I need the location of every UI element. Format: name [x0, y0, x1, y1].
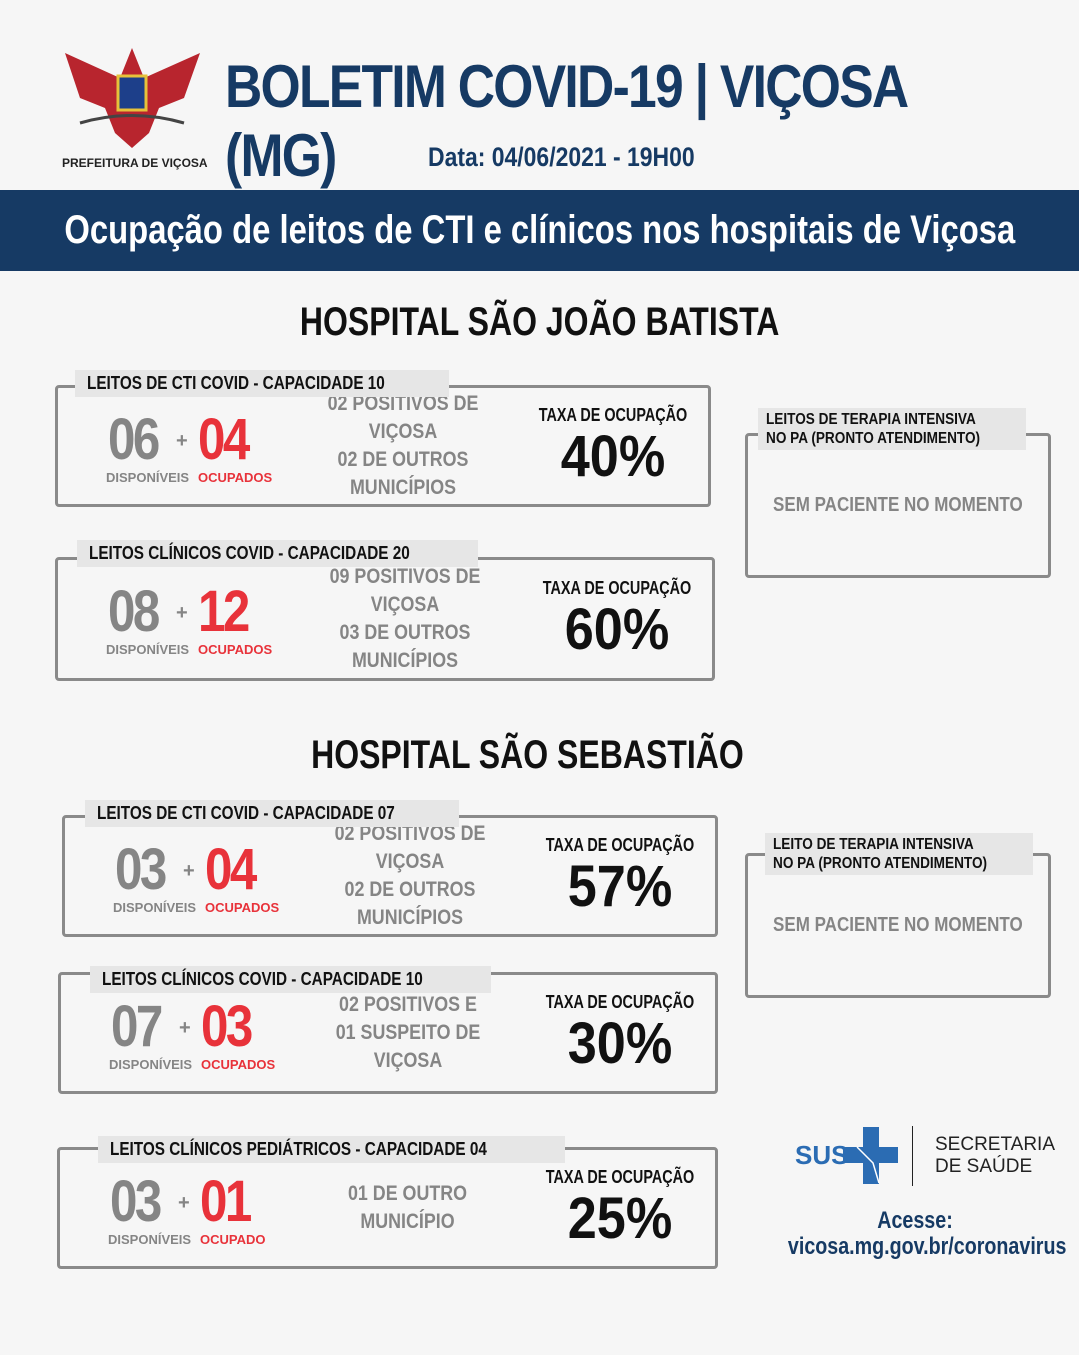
- patient-origin: 01 DE OUTRO MUNICÍPIO: [347, 1182, 468, 1233]
- banner: Ocupação de leitos de CTI e clínicos nos…: [0, 190, 1079, 271]
- icu-pa-title: LEITO DE TERAPIA INTENSIVA NO PA (PRONTO …: [765, 833, 1033, 875]
- available-count: 07: [111, 994, 163, 1059]
- card-title: LEITOS CLÍNICOS COVID - CAPACIDADE 10: [90, 966, 492, 993]
- bed-card: 08 + 12 DISPONÍVEIS OCUPADOS 09 POSITIVO…: [55, 557, 715, 681]
- available-count: 06: [108, 407, 160, 472]
- rate-label: TAXA DE OCUPAÇÃO: [545, 1166, 695, 1187]
- patient-origin: 02 POSITIVOS E 01 SUSPEITO DE VIÇOSA: [335, 993, 481, 1072]
- occupied-count: 12: [198, 579, 250, 644]
- occupied-count: 04: [205, 837, 257, 902]
- icu-pa-box: SEM PACIENTE NO MOMENTO: [745, 433, 1051, 578]
- rate-label: TAXA DE OCUPAÇÃO: [545, 834, 695, 855]
- available-label: DISPONÍVEIS: [106, 470, 190, 485]
- occupancy-rate: 30%: [567, 1010, 673, 1076]
- patient-origin: 02 POSITIVOS DE VIÇOSA 02 DE OUTROS MUNIC…: [334, 822, 486, 929]
- page-title: BOLETIM COVID-19 | VIÇOSA (MG): [225, 53, 907, 189]
- card-title: LEITOS DE CTI COVID - CAPACIDADE 10: [75, 370, 450, 397]
- available-count: 08: [108, 579, 160, 644]
- secretaria-text: SECRETARIA DE SAÚDE: [935, 1134, 1056, 1177]
- icu-pa-box: SEM PACIENTE NO MOMENTO: [745, 853, 1051, 998]
- occupancy-rate: 40%: [560, 423, 666, 489]
- banner-text: Ocupação de leitos de CTI e clínicos nos…: [64, 208, 1015, 252]
- card-title: LEITOS CLÍNICOS PEDIÁTRICOS - CAPACIDADE…: [98, 1136, 566, 1163]
- available-count: 03: [110, 1169, 162, 1234]
- occupied-label: OCUPADOS: [198, 470, 273, 485]
- occupied-label: OCUPADOS: [201, 1057, 276, 1072]
- occupancy-rate: 25%: [567, 1185, 673, 1251]
- bulletin-date: Data: 04/06/2021 - 19H00: [428, 142, 695, 172]
- access-link[interactable]: Acesse: vicosa.mg.gov.br/coronavirus: [787, 1207, 1067, 1260]
- occupancy-rate: 57%: [567, 853, 673, 919]
- available-label: DISPONÍVEIS: [113, 900, 197, 915]
- sus-logo-text: SUS: [795, 1140, 849, 1170]
- plus-icon: +: [179, 1017, 191, 1039]
- divider: [912, 1126, 913, 1186]
- bed-card: 06 + 04 DISPONÍVEIS OCUPADOS 02 POSITIVO…: [55, 385, 711, 507]
- prefeitura-logo: [60, 38, 205, 153]
- occupied-count: 04: [198, 407, 250, 472]
- plus-icon: +: [183, 860, 195, 882]
- bed-card: 03 + 04 DISPONÍVEIS OCUPADOS 02 POSITIVO…: [62, 815, 718, 937]
- hospital-title: HOSPITAL SÃO SEBASTIÃO: [311, 733, 744, 777]
- sus-cross-icon: [843, 1127, 898, 1189]
- logo-caption: PREFEITURA DE VIÇOSA: [62, 156, 208, 170]
- occupied-count: 01: [200, 1169, 252, 1234]
- plus-icon: +: [176, 430, 188, 452]
- rate-label: TAXA DE OCUPAÇÃO: [542, 577, 692, 598]
- available-label: DISPONÍVEIS: [108, 1232, 192, 1247]
- plus-icon: +: [178, 1192, 190, 1214]
- occupied-label: OCUPADOS: [198, 642, 273, 657]
- patient-origin: 02 POSITIVOS DE VIÇOSA 02 DE OUTROS MUNIC…: [327, 392, 479, 499]
- patient-origin: 09 POSITIVOS DE VIÇOSA 03 DE OUTROS MUNIC…: [329, 565, 481, 672]
- available-label: DISPONÍVEIS: [106, 642, 190, 657]
- available-count: 03: [115, 837, 167, 902]
- available-label: DISPONÍVEIS: [109, 1057, 193, 1072]
- plus-icon: +: [176, 602, 188, 624]
- rate-label: TAXA DE OCUPAÇÃO: [538, 404, 688, 425]
- occupancy-rate: 60%: [564, 596, 670, 662]
- hospital-title: HOSPITAL SÃO JOÃO BATISTA: [299, 300, 780, 344]
- rate-label: TAXA DE OCUPAÇÃO: [545, 991, 695, 1012]
- occupied-label: OCUPADO: [200, 1232, 266, 1247]
- bed-card: 03 + 01 DISPONÍVEIS OCUPADO 01 DE OUTRO …: [57, 1147, 718, 1269]
- side-message: SEM PACIENTE NO MOMENTO: [773, 494, 1023, 516]
- icu-pa-title: LEITOS DE TERAPIA INTENSIVA NO PA (PRONTO…: [758, 408, 1026, 450]
- card-title: LEITOS CLÍNICOS COVID - CAPACIDADE 20: [77, 540, 479, 567]
- occupied-count: 03: [201, 994, 253, 1059]
- card-title: LEITOS DE CTI COVID - CAPACIDADE 07: [85, 800, 460, 827]
- occupied-label: OCUPADOS: [205, 900, 280, 915]
- side-message: SEM PACIENTE NO MOMENTO: [773, 914, 1023, 936]
